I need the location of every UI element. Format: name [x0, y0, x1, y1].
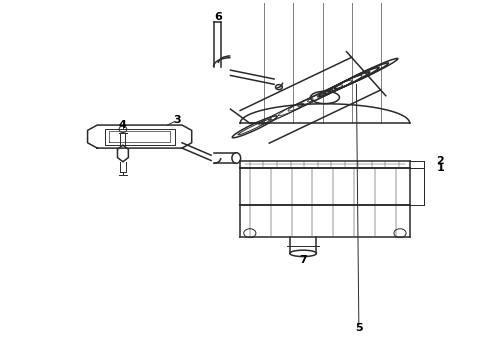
Text: 1: 1: [437, 163, 444, 172]
Text: 5: 5: [355, 323, 363, 333]
Text: 6: 6: [215, 12, 222, 22]
Text: 4: 4: [119, 120, 127, 130]
Text: 2: 2: [437, 156, 444, 166]
Text: 3: 3: [173, 115, 181, 125]
Text: 7: 7: [299, 255, 307, 265]
